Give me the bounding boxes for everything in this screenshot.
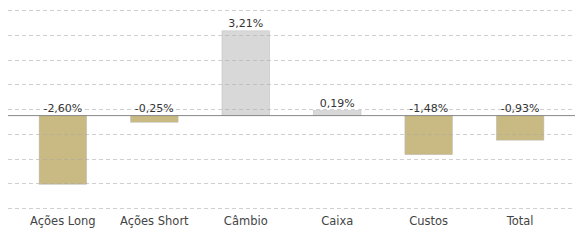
- bar: [405, 116, 453, 155]
- x-tick-label: Ações Long: [30, 214, 96, 228]
- chart-svg: -2,60% -0,25% 3,21% 0,19% -1,48% -0,93% Ações …: [0, 0, 583, 234]
- data-label: -2,60%: [43, 102, 82, 115]
- bar: [39, 116, 87, 185]
- data-label: -1,48%: [409, 102, 448, 115]
- data-label: -0,25%: [135, 102, 174, 115]
- grid-line: [8, 208, 575, 209]
- x-axis: Ações Long Ações Short Câmbio Caixa Custos To…: [30, 214, 533, 228]
- data-label: 0,19%: [320, 97, 355, 110]
- grid-line: [8, 35, 575, 36]
- x-tick-label: Ações Short: [120, 214, 189, 228]
- data-labels: -2,60% -0,25% 3,21% 0,19% -1,48% -0,93%: [43, 17, 539, 115]
- grid-line: [8, 183, 575, 184]
- grid: [8, 11, 575, 209]
- bar: [222, 31, 270, 116]
- data-label: -0,93%: [501, 102, 540, 115]
- bars: [39, 31, 544, 184]
- chart-container: -2,60% -0,25% 3,21% 0,19% -1,48% -0,93% Ações …: [0, 0, 583, 234]
- zero-line: [8, 115, 575, 116]
- grid-line: [8, 159, 575, 160]
- grid-line: [8, 60, 575, 61]
- grid-line: [8, 134, 575, 135]
- x-tick-label: Caixa: [321, 214, 353, 228]
- grid-line: [8, 84, 575, 85]
- x-tick-label: Total: [506, 214, 534, 228]
- x-tick-label: Câmbio: [224, 214, 268, 228]
- grid-line: [8, 10, 575, 11]
- bar: [131, 116, 179, 123]
- grid-line: [8, 109, 575, 110]
- bar: [313, 111, 361, 116]
- data-label: 3,21%: [228, 17, 263, 30]
- x-tick-label: Custos: [409, 214, 448, 228]
- bar: [496, 116, 544, 141]
